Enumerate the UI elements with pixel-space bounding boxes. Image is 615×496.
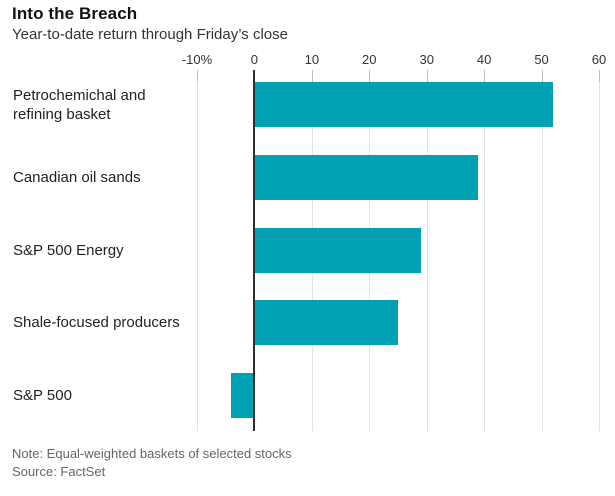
- axis-tick-mark: [197, 70, 198, 82]
- chart-source: Source: FactSet: [12, 464, 106, 479]
- gridline: [541, 70, 543, 431]
- gridline: [426, 70, 428, 431]
- category-label: Petrochemichal and refining basket: [13, 86, 146, 123]
- axis-tick-label: 30: [419, 52, 434, 67]
- chart-note: Note: Equal-weighted baskets of selected…: [12, 446, 292, 461]
- axis-tick-mark: [311, 70, 313, 82]
- category-label: Shale-focused producers: [13, 314, 180, 332]
- axis-tick-label: 0: [250, 52, 259, 67]
- category-label: S&P 500 Energy: [13, 241, 124, 259]
- bar: [254, 154, 479, 200]
- axis-tick-mark: [484, 70, 486, 82]
- axis-tick-mark: [599, 70, 600, 82]
- axis-tick-mark: [369, 70, 371, 82]
- axis-tick-mark: [541, 70, 543, 82]
- gridline: [484, 70, 486, 431]
- axis-tick-label: 50: [534, 52, 549, 67]
- chart-subtitle: Year-to-date return through Friday’s clo…: [12, 26, 288, 43]
- bar: [254, 300, 398, 346]
- bar: [254, 227, 421, 273]
- chart-title: Into the Breach: [12, 4, 138, 23]
- category-label: S&P 500: [13, 387, 72, 404]
- gridline: [197, 70, 198, 431]
- axis-tick-label: 60: [591, 52, 607, 67]
- axis-tick-mark: [426, 70, 428, 82]
- bar: [231, 373, 255, 418]
- category-label: Canadian oil sands: [13, 168, 141, 186]
- gridline: [599, 70, 600, 431]
- axis-tick-label: -10%: [181, 52, 213, 67]
- axis-tick-label: 40: [476, 52, 492, 67]
- bar: [254, 82, 554, 127]
- axis-tick-label: 20: [362, 52, 377, 67]
- zero-axis-line: [253, 70, 256, 431]
- axis-tick-label: 10: [304, 52, 320, 67]
